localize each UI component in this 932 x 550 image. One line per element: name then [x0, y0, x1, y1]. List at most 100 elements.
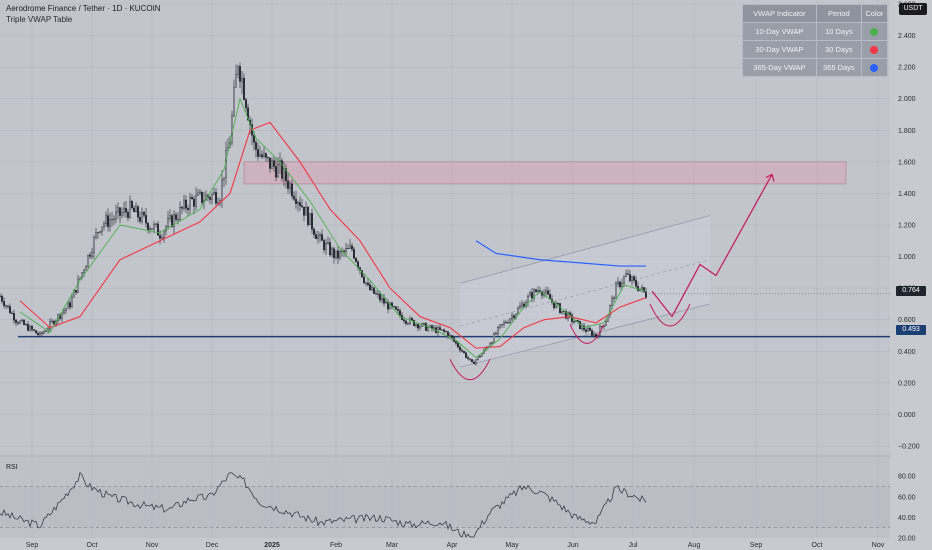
rsi-pane-label[interactable]: RSI	[6, 464, 18, 471]
candle-body	[283, 168, 285, 179]
candle-body	[27, 324, 29, 331]
candle-body	[285, 168, 287, 182]
candle-body	[347, 248, 349, 250]
x-tick-label: May	[505, 542, 519, 549]
vwap-30-line	[19, 121, 647, 349]
y-tick-label: 1.000	[898, 254, 916, 261]
candle-body	[129, 200, 131, 218]
candle-body	[363, 276, 365, 283]
rsi-tick-label: 60.00	[898, 494, 916, 501]
candle-body	[275, 166, 277, 178]
candle-body	[559, 303, 561, 314]
candle-body	[167, 218, 169, 227]
candle-body	[201, 191, 203, 203]
y-tick-label: 2.200	[898, 65, 916, 72]
candle-body	[627, 273, 629, 275]
vwap-365-line	[475, 240, 646, 267]
candle-body	[231, 115, 233, 143]
candle-body	[107, 215, 109, 227]
candle-body	[403, 319, 405, 322]
vwap-table-row: 10-Day VWAP 10 Days	[742, 22, 889, 41]
price-axis	[890, 0, 932, 550]
cup-curve	[569, 324, 605, 344]
candle-body	[469, 358, 471, 360]
candle-body	[237, 66, 239, 75]
candle-body	[161, 237, 163, 239]
candle-body	[215, 191, 217, 204]
candle-body	[125, 208, 127, 213]
candle-body	[459, 346, 461, 351]
candle-body	[181, 206, 183, 209]
candle-body	[313, 228, 315, 235]
time-axis	[0, 538, 890, 550]
rsi-tick-label: 80.00	[898, 474, 916, 481]
y-tick-label: 0.000	[898, 412, 916, 419]
candle-body	[433, 327, 435, 330]
candle-body	[17, 322, 19, 324]
candle-body	[255, 142, 257, 150]
candle-body	[239, 66, 241, 82]
blue-dot-icon	[870, 64, 879, 72]
candle-body	[247, 107, 249, 121]
candle-body	[29, 326, 31, 331]
candle-body	[111, 219, 113, 221]
symbol-title[interactable]: Aerodrome Finance / Tether · 1D · KUCOIN	[6, 4, 161, 13]
candle-body	[273, 160, 275, 167]
candle-body	[75, 290, 77, 293]
vwap-indicator-name: 365-Day VWAP	[742, 58, 817, 77]
candle-body	[349, 245, 351, 249]
last-price-tag[interactable]: 0.764	[896, 286, 926, 296]
candle-body	[561, 310, 563, 314]
candle-body	[109, 219, 111, 227]
candle-body	[3, 301, 5, 306]
candle-body	[557, 303, 559, 305]
candle-body	[233, 87, 235, 116]
candle-body	[415, 324, 417, 326]
candle-body	[155, 223, 157, 225]
candle-body	[331, 248, 333, 256]
vwap-period: 30 Days	[815, 40, 862, 59]
candle-body	[373, 287, 375, 294]
candle-body	[45, 330, 47, 332]
candle-body	[371, 287, 373, 291]
candle-body	[213, 191, 215, 195]
candle-body	[0, 295, 1, 297]
candle-body	[411, 318, 413, 321]
candle-body	[319, 234, 321, 237]
candle-body	[61, 312, 63, 319]
candle-body	[295, 198, 297, 204]
candle-body	[323, 240, 325, 250]
candle-body	[503, 322, 505, 325]
channel-upper-line	[459, 215, 711, 284]
y-tick-label: 1.800	[898, 128, 916, 135]
vwap-table-row: 365-Day VWAP 365 Days	[742, 58, 889, 77]
candle-body	[497, 327, 499, 334]
y-tick-label: 0.400	[898, 349, 916, 356]
candle-body	[71, 296, 73, 308]
indicator-name[interactable]: Triple VWAP Table	[6, 15, 73, 24]
candle-body	[9, 306, 11, 314]
candle-body	[299, 202, 301, 206]
y-tick-label: 0.200	[898, 380, 916, 387]
currency-badge[interactable]: USDT	[899, 3, 927, 15]
candle-body	[67, 302, 69, 309]
candle-body	[479, 356, 481, 358]
support-price-tag[interactable]: 0.493	[896, 325, 926, 335]
candle-body	[83, 270, 85, 273]
candle-body	[345, 248, 347, 253]
candle-body	[103, 223, 105, 228]
vwap-indicator-name: 10-Day VWAP	[742, 22, 817, 41]
candle-body	[317, 235, 319, 240]
candle-body	[65, 308, 67, 311]
vwap-period: 10 Days	[815, 22, 862, 41]
candle-body	[245, 99, 247, 108]
candle-body	[585, 329, 587, 332]
candle-body	[173, 214, 175, 227]
vwap-period: 365 Days	[815, 58, 862, 77]
candle-body	[77, 279, 79, 293]
candle-body	[169, 215, 171, 219]
candle-body	[97, 232, 99, 234]
candle-body	[629, 274, 631, 281]
candle-body	[189, 196, 191, 210]
